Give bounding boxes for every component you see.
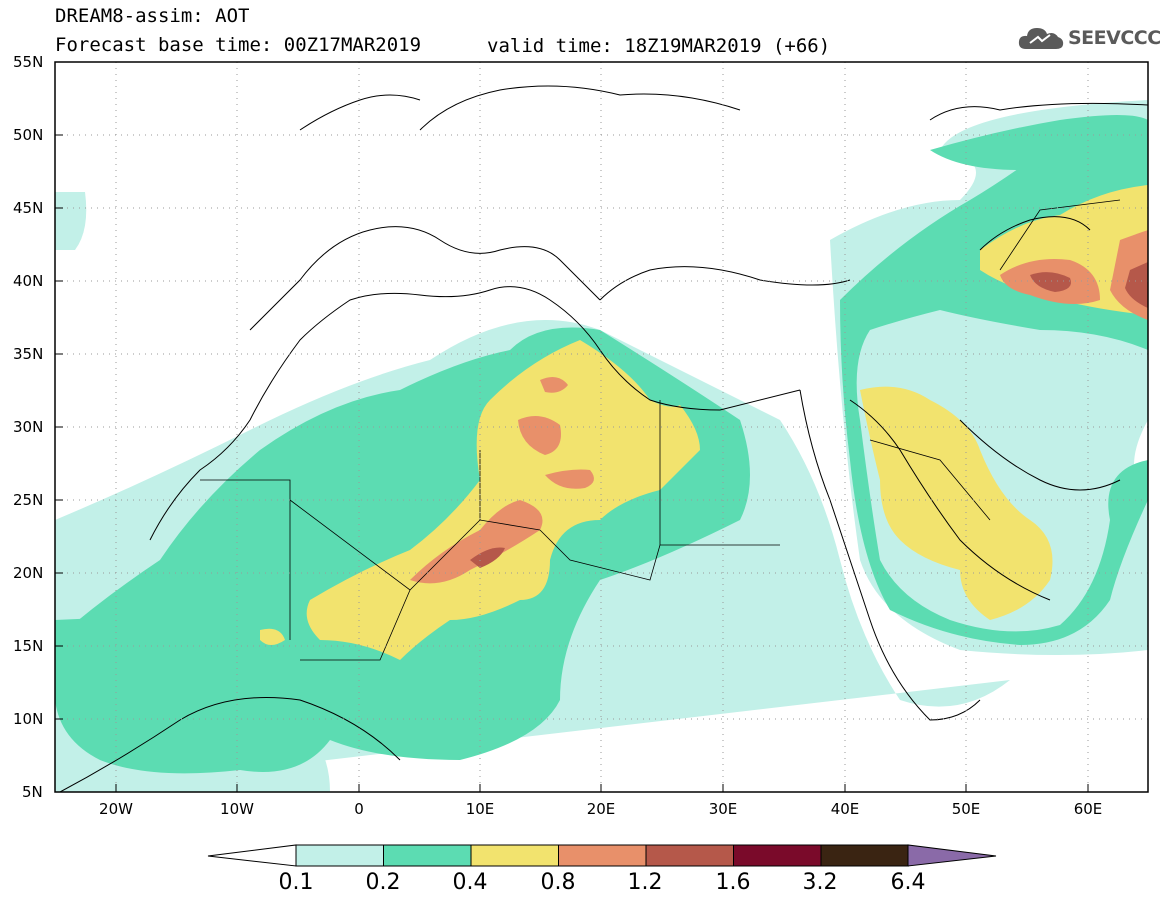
colorbar-label: 0.1 (278, 870, 314, 895)
aot-contours (55, 100, 1148, 792)
lat-label: 30N (13, 418, 44, 436)
lon-label: 40E (830, 800, 860, 818)
colorbar-label: 0.4 (452, 870, 488, 895)
lon-label: 10E (465, 800, 495, 818)
lon-label: 50E (951, 800, 981, 818)
colorbar-label: 6.4 (890, 870, 926, 895)
colorbar-label: 3.2 (802, 870, 838, 895)
lon-label: 0 (354, 800, 364, 818)
lon-label: 60E (1073, 800, 1103, 818)
graticule (55, 62, 1148, 792)
lat-label: 55N (13, 53, 44, 71)
colorbar-label: 1.6 (715, 870, 751, 895)
lon-label: 10W (220, 800, 254, 818)
lat-label: 35N (13, 345, 44, 363)
lat-label: 50N (13, 126, 44, 144)
lat-label: 10N (13, 710, 44, 728)
cloud-icon (1018, 28, 1064, 49)
map-title: DREAM8-assim: AOT (55, 5, 250, 27)
lat-label: 40N (13, 272, 44, 290)
lat-label: 15N (13, 637, 44, 655)
colorbar-label: 0.2 (365, 870, 401, 895)
lon-label: 20E (586, 800, 616, 818)
forecast-base-time: Forecast base time: 00Z17MAR2019 (55, 34, 422, 56)
lon-label: 30E (708, 800, 738, 818)
lat-label: 25N (13, 491, 44, 509)
coastlines (59, 85, 1148, 792)
logo-text: SEEVCCC (1068, 27, 1161, 49)
colorbar-label: 1.2 (627, 870, 663, 895)
lat-label: 5N (22, 783, 43, 801)
axis-ticks (55, 134, 1089, 792)
valid-time: valid time: 18Z19MAR2019 (+66) (487, 35, 831, 57)
lat-label: 20N (13, 564, 44, 582)
seevccc-logo: SEEVCCC (1018, 25, 1161, 51)
lat-label: 45N (13, 199, 44, 217)
lon-label: 20W (99, 800, 133, 818)
colorbar-label: 0.8 (540, 870, 576, 895)
